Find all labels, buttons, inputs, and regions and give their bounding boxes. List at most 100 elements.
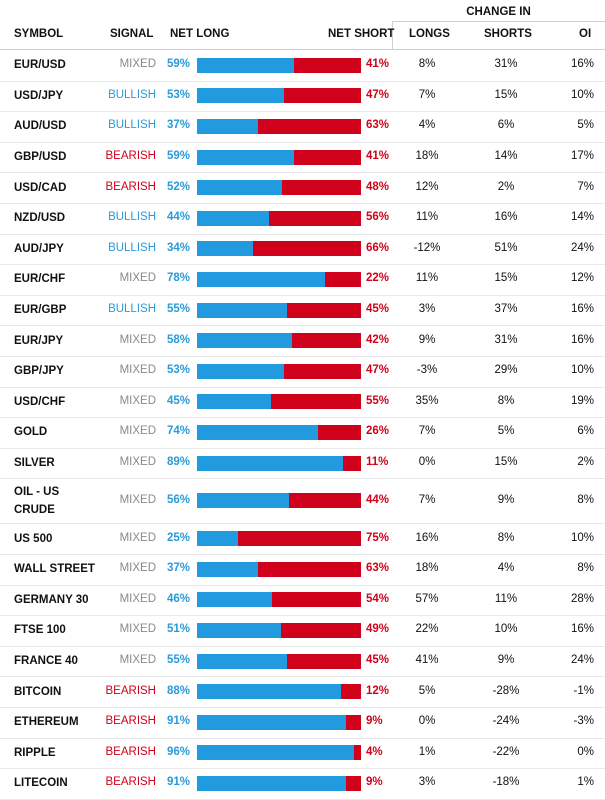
symbol-link[interactable]: LITECOIN [14,777,68,790]
net-long-percent: 34% [166,241,190,254]
symbol-link[interactable]: USD/CHF [14,395,66,408]
net-long-column-header[interactable]: NET LONG [170,28,230,40]
signal-column-header[interactable]: SIGNAL [110,28,154,40]
symbol-link[interactable]: USD/JPY [14,89,64,102]
oi-change: 24% [570,241,594,254]
net-long-bar-fill [197,493,289,509]
sentiment-bar [197,118,361,134]
net-long-percent: 56% [166,493,190,506]
symbol-link[interactable]: FRANCE 40 [14,655,78,668]
table-row[interactable]: WALL STREET MIXED 37% 63% 18% 4% 8% [0,554,605,586]
longs-change: 12% [415,180,439,193]
oi-change: 1% [577,776,594,789]
net-short-percent: 55% [366,394,390,407]
symbol-link[interactable]: GBP/JPY [14,365,64,378]
symbol-link[interactable]: NZD/USD [14,212,66,225]
net-long-percent: 78% [166,272,190,285]
symbol-link[interactable]: GBP/USD [14,151,67,164]
symbol-link[interactable]: EUR/GBP [14,304,67,317]
table-row[interactable]: AUD/USD BULLISH 37% 63% 4% 6% 5% [0,111,605,143]
table-row[interactable]: EUR/USD MIXED 59% 41% 8% 31% 16% [0,50,605,82]
table-row[interactable]: FRANCE 40 MIXED 55% 45% 41% 9% 24% [0,646,605,678]
net-long-percent: 59% [166,58,190,71]
table-row[interactable]: BITCOIN BEARISH 88% 12% 5% -28% -1% [0,676,605,708]
longs-change: 35% [415,394,439,407]
symbol-link[interactable]: AUD/USD [14,120,67,133]
net-long-percent: 37% [166,562,190,575]
sentiment-bar [197,88,361,104]
oi-change: 19% [570,394,594,407]
symbol-link[interactable]: FTSE 100 [14,624,66,637]
net-short-column-header[interactable]: NET SHORT [328,28,395,40]
oi-change: 12% [570,272,594,285]
table-row[interactable]: EUR/CHF MIXED 78% 22% 11% 15% 12% [0,264,605,296]
net-short-percent: 41% [366,150,390,163]
net-long-bar-fill [197,57,294,73]
table-row[interactable]: FTSE 100 MIXED 51% 49% 22% 10% 16% [0,615,605,647]
table-row[interactable]: US 500 MIXED 25% 75% 16% 8% 10% [0,523,605,555]
net-long-percent: 88% [166,684,190,697]
longs-change: 41% [415,654,439,667]
table-row[interactable]: EUR/JPY MIXED 58% 42% 9% 31% 16% [0,325,605,357]
table-row[interactable]: USD/CHF MIXED 45% 55% 35% 8% 19% [0,387,605,419]
symbol-link[interactable]: GOLD [14,426,48,439]
longs-change: 5% [418,684,436,697]
net-long-percent: 51% [166,623,190,636]
symbol-link[interactable]: EUR/USD [14,59,66,72]
table-row[interactable]: ETHEREUM BEARISH 91% 9% 0% -24% -3% [0,707,605,739]
symbol-link[interactable]: ETHEREUM [14,716,79,729]
longs-change: 4% [418,119,436,132]
symbol-link[interactable]: OIL - US CRUDE [14,485,60,516]
longs-column-header[interactable]: LONGS [409,28,450,40]
shorts-change: -24% [492,715,520,728]
table-row[interactable]: RIPPLE BEARISH 96% 4% 1% -22% 0% [0,738,605,770]
symbol-link[interactable]: AUD/JPY [14,242,64,255]
oi-change: 16% [570,303,594,316]
table-row[interactable]: GERMANY 30 MIXED 46% 54% 57% 11% 28% [0,585,605,617]
symbol-link[interactable]: USD/CAD [14,181,67,194]
longs-change: 0% [418,715,436,728]
symbol-link[interactable]: EUR/CHF [14,273,66,286]
table-row[interactable]: OIL - US CRUDE MIXED 56% 44% 7% 9% 8% [0,478,605,525]
table-header-row: SYMBOL SIGNAL NET LONG NET SHORT LONGS S… [0,21,605,50]
net-long-bar-fill [197,118,258,134]
symbol-link[interactable]: BITCOIN [14,685,62,698]
net-long-bar-fill [197,775,347,791]
net-long-bar-fill [197,180,283,196]
shorts-change: 6% [497,119,515,132]
signal-badge: BULLISH [108,211,156,224]
symbol-link[interactable]: GERMANY 30 [14,593,89,606]
net-long-bar-fill [197,653,288,669]
symbol-link[interactable]: US 500 [14,532,53,545]
net-long-bar-fill [197,745,355,761]
net-long-bar-fill [197,684,342,700]
net-short-percent: 44% [366,493,390,506]
oi-change: 2% [577,456,594,469]
symbol-link[interactable]: RIPPLE [14,746,56,759]
table-row[interactable]: GBP/JPY MIXED 53% 47% -3% 29% 10% [0,356,605,388]
change-in-group-header: CHANGE IN [392,0,605,22]
symbol-link[interactable]: EUR/JPY [14,334,64,347]
change-in-label: CHANGE IN [466,6,531,18]
table-row[interactable]: USD/CAD BEARISH 52% 48% 12% 2% 7% [0,172,605,204]
table-row[interactable]: AUD/JPY BULLISH 34% 66% -12% 51% 24% [0,234,605,266]
table-row[interactable]: GOLD MIXED 74% 26% 7% 5% 6% [0,417,605,449]
sentiment-bar [197,745,361,761]
table-row[interactable]: NZD/USD BULLISH 44% 56% 11% 16% 14% [0,203,605,235]
table-row[interactable]: SILVER MIXED 89% 11% 0% 15% 2% [0,448,605,480]
shorts-column-header[interactable]: SHORTS [484,28,532,40]
longs-change: 3% [418,303,436,316]
oi-change: 10% [570,531,594,544]
signal-badge: BULLISH [108,303,156,316]
table-row[interactable]: GBP/USD BEARISH 59% 41% 18% 14% 17% [0,142,605,174]
symbol-link[interactable]: WALL STREET [14,563,95,576]
oi-column-header[interactable]: OI [579,28,592,40]
signal-badge: BEARISH [105,684,157,697]
table-row[interactable]: USD/JPY BULLISH 53% 47% 7% 15% 10% [0,81,605,113]
net-long-bar-fill [197,363,284,379]
symbol-link[interactable]: SILVER [14,457,55,470]
table-row[interactable]: LITECOIN BEARISH 91% 9% 3% -18% 1% [0,768,605,800]
symbol-column-header[interactable]: SYMBOL [14,28,64,40]
sentiment-bar [197,622,361,638]
table-row[interactable]: EUR/GBP BULLISH 55% 45% 3% 37% 16% [0,295,605,327]
